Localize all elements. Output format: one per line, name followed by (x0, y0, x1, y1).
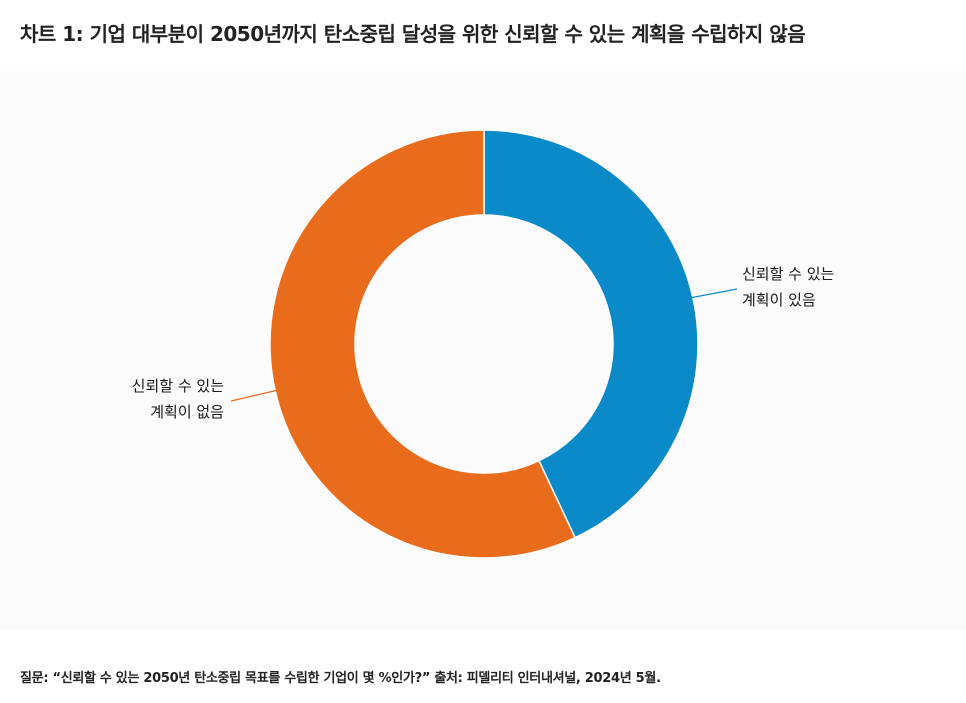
chart-footer-source: 질문: “신뢰할 수 있는 2050년 탄소중립 목표를 수립한 기업이 몇 %… (20, 671, 661, 686)
chart-area: 신뢰할 수 있는 계획이 있음 신뢰할 수 있는 계획이 없음 (0, 70, 966, 630)
donut-chart (230, 129, 738, 559)
slice-label-has-plan-line1: 신뢰할 수 있는 (742, 265, 835, 283)
slice-label-has-plan-line2: 계획이 있음 (742, 291, 816, 309)
chart-title: 차트 1: 기업 대부분이 2050년까지 탄소중립 달성을 위한 신뢰할 수 … (20, 22, 806, 46)
leader-line-has-plan (690, 288, 738, 299)
slice-label-no-plan-line2: 계획이 없음 (150, 403, 224, 421)
slice-label-no-plan: 신뢰할 수 있는 계획이 없음 (132, 373, 224, 425)
slice-label-no-plan-line1: 신뢰할 수 있는 (131, 377, 224, 395)
donut-slice-has-plan (483, 129, 699, 539)
donut-slice-no-plan (269, 129, 577, 559)
slice-label-has-plan: 신뢰할 수 있는 계획이 있음 (742, 261, 834, 313)
leader-line-no-plan (230, 389, 278, 402)
